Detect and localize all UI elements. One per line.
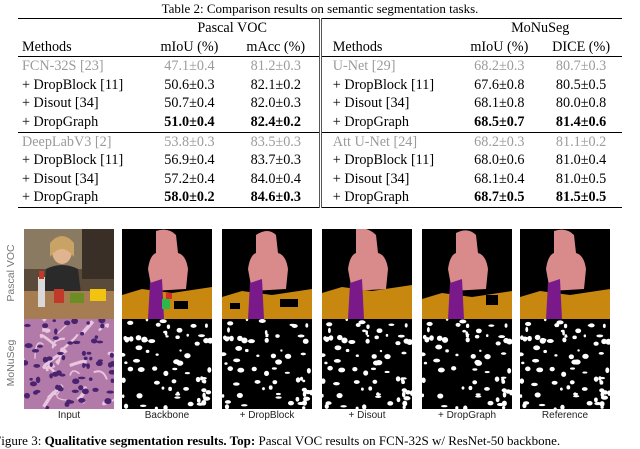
miou-monuseg-cell: 68.1±0.8 <box>474 95 525 112</box>
dice-cell: 81.0±0.4 <box>555 152 607 169</box>
method-cell: + Disout [34] <box>332 95 410 112</box>
miou-monuseg-cell: 68.2±0.3 <box>458 131 541 152</box>
macc-cell: 82.4±0.2 <box>250 113 301 130</box>
figure-caption-prefix: Figure 3: <box>0 433 42 448</box>
group-header-pascal-voc: Pascal VOC <box>145 17 320 38</box>
macc-cell: 83.7±0.3 <box>250 152 301 169</box>
miou-monuseg-cell: 68.0±0.6 <box>474 152 525 169</box>
figure-caption-bold-title: Qualitative segmentation results. <box>44 433 227 448</box>
method-cell: + DropBlock [11] <box>22 76 124 93</box>
macc-cell: 84.0±0.4 <box>250 170 301 187</box>
column-label-dropblock: + DropBlock <box>239 410 295 421</box>
miou-voc-cell: 53.8±0.3 <box>145 131 234 152</box>
method-cell: + DropGraph <box>18 188 146 208</box>
miou-monuseg-cell: 68.1±0.4 <box>474 170 525 187</box>
header-miou-right: mIoU (%) <box>458 37 541 58</box>
figure-caption-bold-top: Top: <box>226 433 256 448</box>
monuseg-reference-image <box>520 319 610 409</box>
method-cell: + Disout [34] <box>22 95 99 112</box>
method-cell: Att U-Net [24] <box>328 131 459 152</box>
row-label-pascal-voc: Pascal VOC <box>5 244 17 302</box>
miou-monuseg-cell: 68.2±0.3 <box>474 58 525 75</box>
miou-voc-cell: 50.6±0.3 <box>164 76 215 93</box>
table-row: FCN-32S [23] 47.1±0.4 81.2±0.3 U-Net [29] 68… <box>18 56 622 76</box>
method-cell: + DropBlock [11] <box>22 152 124 169</box>
column-label-disout: + Disout <box>348 410 386 421</box>
column-label-dropgraph: + DropGraph <box>437 410 497 421</box>
dice-cell: 80.5±0.5 <box>555 76 607 93</box>
table-row: + DropBlock [11] 56.9±0.4 83.7±0.3 + DropBl… <box>18 151 622 170</box>
voc-dropblock-image <box>222 229 312 319</box>
macc-cell: 83.5±0.3 <box>233 131 320 152</box>
column-label-backbone: Backbone <box>144 410 190 421</box>
table-row: + DropGraph 58.0±0.2 84.6±0.3 + DropGraph 68… <box>18 188 622 208</box>
figure-caption-rest: Pascal VOC results on FCN-32S w/ ResNet-… <box>255 433 561 448</box>
miou-monuseg-cell: 67.6±0.8 <box>474 76 525 93</box>
column-label-reference: Reference <box>541 410 589 421</box>
miou-voc-cell: 47.1±0.4 <box>164 58 215 75</box>
method-cell: FCN-32S [23] <box>22 58 104 75</box>
voc-reference-image <box>520 229 610 319</box>
method-cell: + DropGraph <box>328 188 459 208</box>
macc-cell: 82.0±0.3 <box>250 95 301 112</box>
table-row: + Disout [34] 57.2±0.4 84.0±0.4 + Disout [3… <box>18 169 622 189</box>
miou-voc-cell: 57.2±0.4 <box>164 170 215 187</box>
voc-disout-image <box>322 229 412 319</box>
method-cell: + DropGraph <box>332 113 409 130</box>
header-methods-right: Methods <box>328 37 459 58</box>
miou-voc-cell: 51.0±0.4 <box>164 113 215 130</box>
dice-cell: 81.0±0.5 <box>555 170 607 187</box>
table-row: DeepLabV3 [2] 53.8±0.3 83.5±0.3 Att U-Net [… <box>18 131 622 152</box>
table-row: + DropGraph 51.0±0.4 82.4±0.2 + DropGraph 68… <box>18 112 622 133</box>
results-table: Pascal VOC MoNuSeg Methods mIoU (%) mAcc… <box>18 17 622 208</box>
dice-cell: 81.5±0.5 <box>540 188 622 208</box>
macc-cell: 82.1±0.2 <box>250 76 301 93</box>
column-label-input: Input <box>57 410 81 421</box>
qualitative-figure: Pascal VOC MoNuSeg Input Backbone + DropBl… <box>0 226 640 448</box>
miou-monuseg-cell: 68.7±0.5 <box>458 188 541 208</box>
monuseg-disout-image <box>322 319 412 409</box>
miou-monuseg-cell: 68.5±0.7 <box>474 113 525 130</box>
group-header-monuseg: MoNuSeg <box>458 17 622 38</box>
table-row: + DropBlock [11] 50.6±0.3 82.1±0.2 + DropBl… <box>18 75 622 95</box>
header-dice: DICE (%) <box>540 37 622 58</box>
header-methods-left: Methods <box>18 37 146 58</box>
voc-dropgraph-image <box>422 229 512 319</box>
miou-voc-cell: 58.0±0.2 <box>145 188 234 208</box>
method-cell: + DropBlock [11] <box>332 76 435 93</box>
dice-cell: 81.1±0.2 <box>540 131 622 152</box>
monuseg-input-image <box>24 319 114 409</box>
monuseg-backbone-image <box>122 319 212 409</box>
miou-voc-cell: 50.7±0.4 <box>164 95 215 112</box>
miou-voc-cell: 56.9±0.4 <box>164 152 215 169</box>
monuseg-dropgraph-image <box>422 319 512 409</box>
voc-backbone-image <box>122 229 212 319</box>
header-miou-left: mIoU (%) <box>145 37 234 58</box>
method-cell: + DropBlock [11] <box>332 152 435 169</box>
method-cell: + DropGraph <box>22 113 99 130</box>
table-caption: Table 2: Comparison results on semantic … <box>161 1 479 16</box>
method-cell: + Disout [34] <box>22 170 99 187</box>
method-cell: U-Net [29] <box>332 58 396 75</box>
figure-caption: Figure 3: Qualitative segmentation resul… <box>0 433 640 449</box>
header-macc: mAcc (%) <box>233 37 320 58</box>
method-cell: + Disout [34] <box>332 170 410 187</box>
voc-input-image <box>24 229 114 319</box>
macc-cell: 84.6±0.3 <box>233 188 320 208</box>
dice-cell: 81.4±0.6 <box>555 113 607 130</box>
dice-cell: 80.7±0.3 <box>555 58 607 75</box>
dice-cell: 80.0±0.8 <box>555 95 607 112</box>
table-row: + Disout [34] 50.7±0.4 82.0±0.3 + Disout [3… <box>18 94 622 113</box>
table-column-header: Methods mIoU (%) mAcc (%) Methods mIoU (… <box>18 37 622 58</box>
row-label-monuseg: MoNuSeg <box>5 339 17 387</box>
macc-cell: 81.2±0.3 <box>250 58 301 75</box>
method-cell: DeepLabV3 [2] <box>18 131 146 152</box>
table-super-header: Pascal VOC MoNuSeg <box>18 17 622 38</box>
monuseg-dropblock-image <box>222 319 312 409</box>
